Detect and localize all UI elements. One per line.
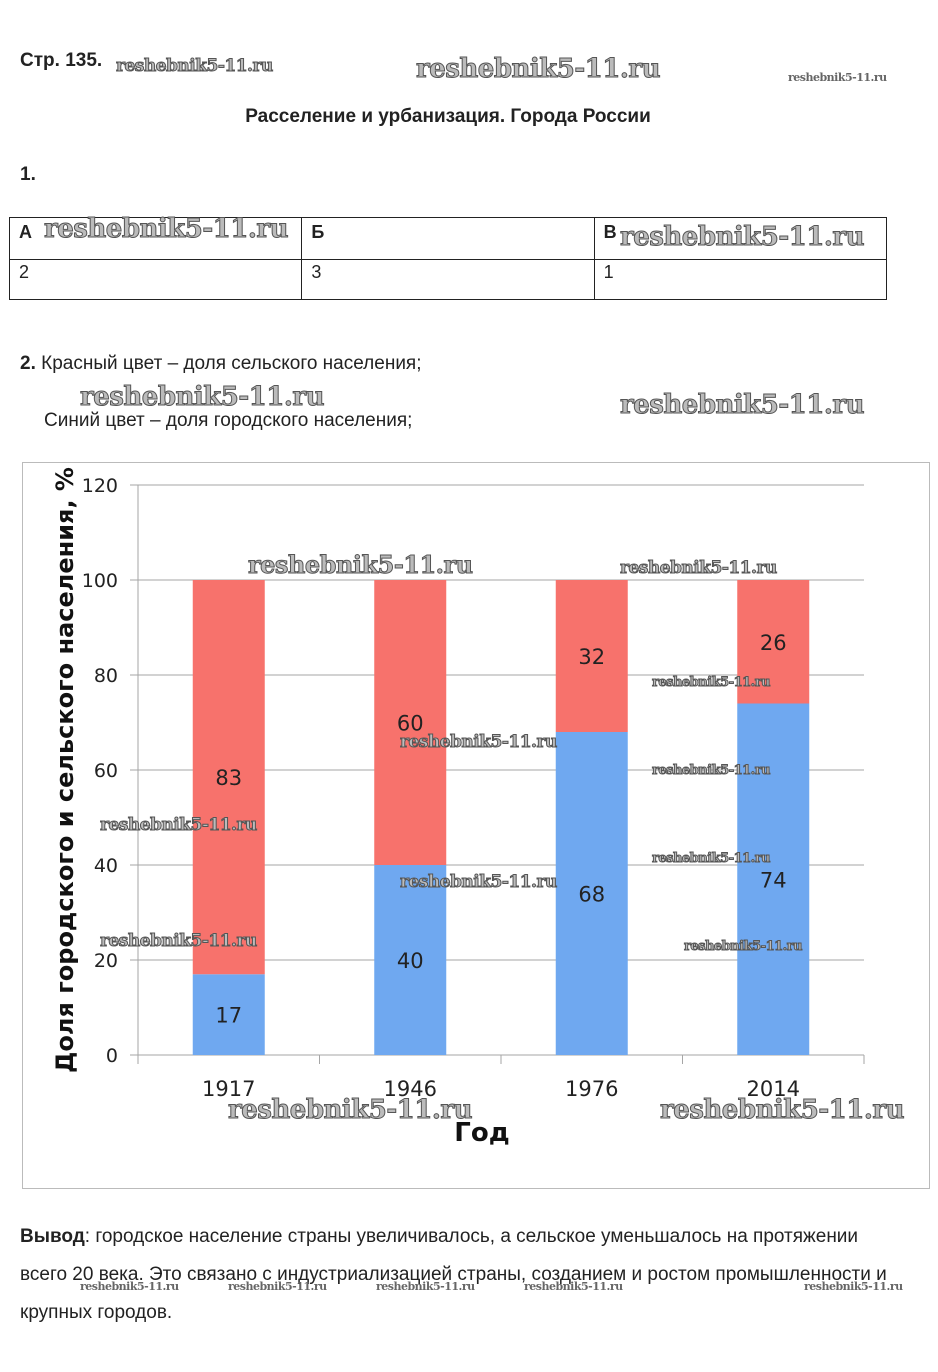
watermark: reshebnik5-11.ru (116, 56, 274, 77)
watermark: reshebnik5-11.ru (43, 214, 289, 245)
watermark: reshebnik5-11.ru (619, 222, 865, 253)
watermark: reshebnik5-11.ru (651, 675, 771, 691)
table-header-cell: В (593, 217, 888, 260)
watermark: reshebnik5-11.ru (683, 939, 803, 955)
data-label: 60 (397, 712, 424, 736)
table-cell: 2 (8, 259, 303, 300)
red-note-text: Красный цвет – доля сельского населения; (41, 353, 422, 374)
watermark: reshebnik5-11.ru (659, 1095, 905, 1126)
table-cell: 3 (301, 259, 595, 300)
x-tick-label: 2014 (747, 1077, 800, 1101)
watermark: reshebnik5-11.ru (804, 1280, 903, 1293)
bar-urban (374, 865, 447, 1055)
watermark: reshebnik5-11.ru (415, 54, 661, 85)
conclusion-label: Вывод (20, 1226, 85, 1247)
watermark: reshebnik5-11.ru (400, 872, 558, 893)
task-2-number: 2. (20, 353, 36, 374)
task-1-number: 1. (20, 164, 36, 185)
watermark: reshebnik5-11.ru (79, 382, 325, 413)
watermark: reshebnik5-11.ru (619, 390, 865, 421)
watermark: reshebnik5-11.ru (80, 1280, 179, 1293)
y-tick-label: 60 (94, 760, 118, 782)
bar-rural (737, 580, 810, 704)
task-2-blue-note: Синий цвет – доля городского населения; (44, 410, 413, 431)
bar-rural (555, 580, 628, 732)
bar-rural (192, 580, 265, 975)
table-header-cell: А (8, 217, 303, 260)
watermark: reshebnik5-11.ru (228, 1280, 327, 1293)
data-label: 68 (578, 883, 605, 907)
watermark: reshebnik5-11.ru (100, 815, 258, 836)
page-label: Стр. 135. (20, 50, 103, 71)
watermark: reshebnik5-11.ru (248, 550, 474, 580)
task-2-red-note: 2. Красный цвет – доля сельского населен… (20, 353, 422, 375)
bar-urban (192, 974, 265, 1055)
y-tick-label: 20 (94, 950, 118, 972)
watermark: reshebnik5-11.ru (400, 732, 558, 753)
answers-table: А Б В 2 3 1 (8, 217, 888, 300)
watermark: reshebnik5-11.ru (788, 71, 887, 84)
table-row: 2 3 1 (8, 259, 888, 300)
bar-rural (374, 580, 447, 865)
data-label: 74 (760, 868, 787, 892)
watermark: reshebnik5-11.ru (651, 851, 771, 867)
data-label: 17 (215, 1004, 242, 1028)
data-label: 40 (397, 949, 424, 973)
data-label: 83 (215, 766, 242, 790)
x-tick-label: 1976 (565, 1077, 618, 1101)
table-header-row: А Б В (8, 217, 888, 260)
watermark: reshebnik5-11.ru (100, 931, 258, 952)
y-tick-label: 40 (94, 855, 118, 877)
bar-urban (737, 703, 810, 1055)
y-tick-label: 0 (106, 1045, 118, 1067)
watermark: reshebnik5-11.ru (651, 763, 771, 779)
x-tick-label: 1917 (202, 1077, 255, 1101)
conclusion: Вывод: городское население страны увелич… (20, 1218, 900, 1332)
watermark: reshebnik5-11.ru (227, 1095, 473, 1126)
watermark: reshebnik5-11.ru (620, 558, 778, 579)
data-label: 26 (760, 631, 787, 655)
conclusion-text: : городское население страны увеличивало… (20, 1226, 887, 1323)
y-tick-label: 80 (94, 665, 118, 687)
x-tick-label: 1946 (384, 1077, 437, 1101)
watermark: reshebnik5-11.ru (376, 1280, 475, 1293)
y-axis-title: Доля городского и сельского населения, % (51, 467, 79, 1073)
page-title: Расселение и урбанизация. Города России (245, 106, 651, 127)
data-label: 32 (578, 645, 605, 669)
bar-urban (555, 732, 628, 1055)
watermark: reshebnik5-11.ru (524, 1280, 623, 1293)
y-tick-label: 120 (82, 475, 118, 497)
table-cell: 1 (593, 259, 888, 300)
x-axis-title: Год (454, 1118, 509, 1148)
y-tick-label: 100 (82, 570, 118, 592)
